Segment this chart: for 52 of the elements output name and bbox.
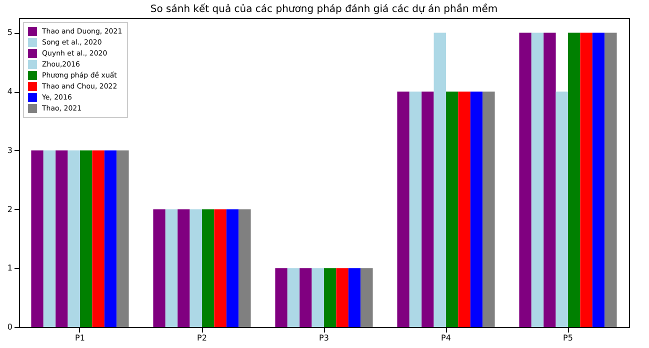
bar [422, 92, 434, 327]
bar [324, 268, 336, 327]
bar [300, 268, 312, 327]
bar [604, 32, 617, 327]
bar [312, 268, 324, 327]
bar [482, 92, 495, 327]
y-tick-label: 1 [7, 264, 12, 273]
bar [80, 150, 92, 327]
x-tick-label: P4 [441, 334, 451, 342]
bar [92, 150, 104, 327]
bar [360, 268, 373, 327]
bar [409, 92, 422, 327]
x-tick-label: P3 [319, 334, 329, 342]
bar [458, 92, 470, 327]
x-tick-label: P1 [75, 334, 85, 342]
y-tick-label: 0 [7, 322, 12, 332]
x-tick-label: P5 [563, 334, 573, 342]
bar [592, 32, 605, 327]
bar [202, 209, 214, 327]
bar [531, 32, 544, 327]
bar [519, 32, 532, 327]
y-tick-label: 4 [7, 87, 12, 96]
y-tick-label: 5 [7, 28, 12, 38]
bar [434, 32, 446, 327]
bar [275, 268, 288, 327]
bar [336, 268, 348, 327]
bar [580, 32, 592, 327]
bar [348, 268, 361, 327]
bar [214, 209, 226, 327]
y-tick-label: 2 [7, 204, 12, 214]
bar [226, 209, 239, 327]
bar [397, 92, 410, 327]
bar [238, 209, 251, 327]
bar [56, 150, 68, 327]
bar [104, 150, 117, 327]
bar [446, 92, 458, 327]
bar [31, 150, 44, 327]
bar [116, 150, 129, 327]
bar [190, 209, 202, 327]
bar [568, 32, 580, 327]
bar [287, 268, 300, 327]
x-tick-label: P2 [197, 334, 207, 342]
bar [153, 209, 166, 327]
bar [68, 150, 80, 327]
y-tick-label: 3 [7, 146, 12, 155]
bar [165, 209, 178, 327]
bar [556, 92, 568, 327]
bar [544, 32, 556, 327]
bar [43, 150, 56, 327]
chart-title: So sánh kết quả của các phương pháp đánh giá các dự án phần mềm [150, 3, 498, 15]
bar [470, 92, 483, 327]
bar [178, 209, 190, 327]
